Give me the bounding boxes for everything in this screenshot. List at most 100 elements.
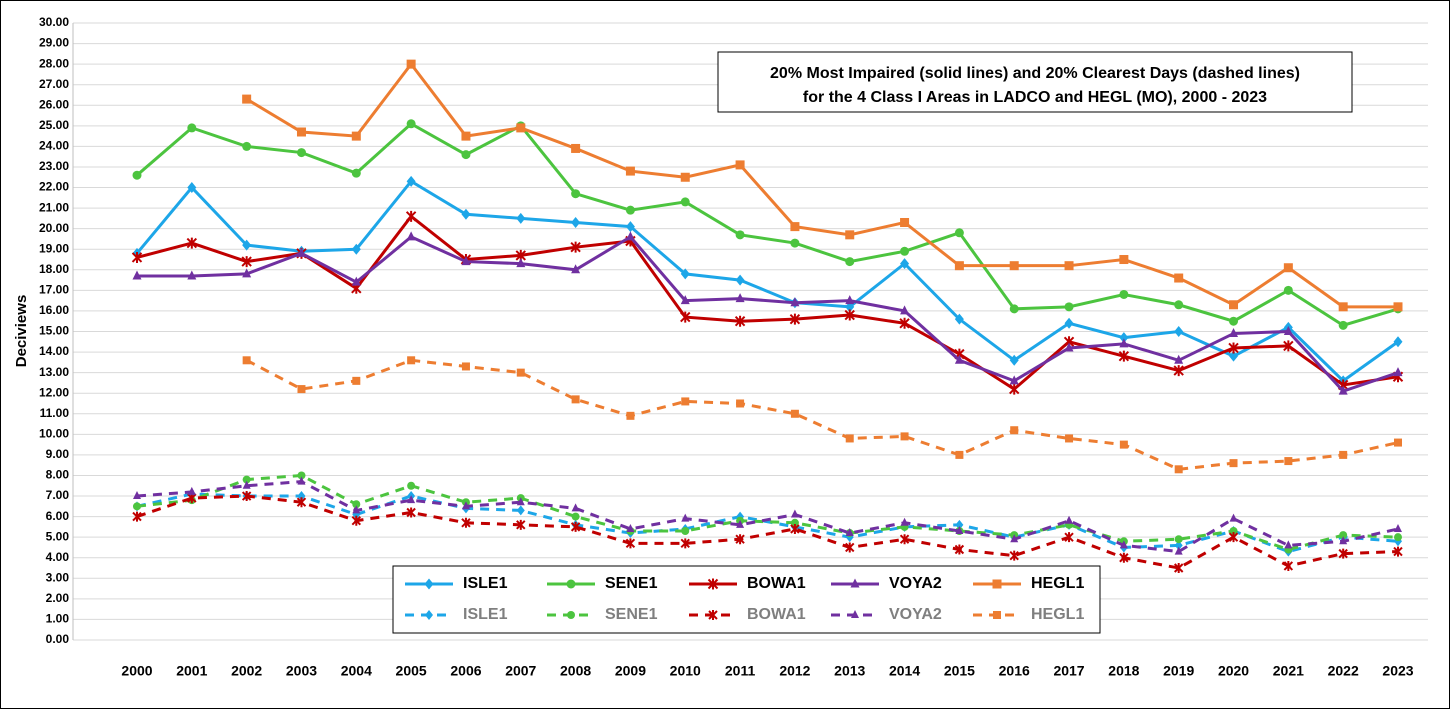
marker (1064, 302, 1074, 312)
marker (992, 579, 1002, 589)
marker (954, 261, 964, 271)
marker (1009, 375, 1019, 385)
marker (351, 131, 361, 141)
marker (626, 411, 635, 420)
y-tick-label: 5.00 (46, 529, 70, 543)
marker (241, 491, 252, 502)
marker (1065, 434, 1074, 443)
marker (566, 579, 576, 589)
marker (187, 123, 197, 133)
marker (133, 502, 141, 511)
marker (845, 528, 854, 537)
marker (1064, 532, 1074, 543)
marker (571, 503, 580, 512)
marker (461, 501, 470, 510)
x-tick-label: 2014 (889, 663, 920, 679)
marker (845, 295, 855, 305)
marker (845, 257, 855, 267)
series-line (136, 473, 1399, 552)
marker (132, 511, 142, 522)
y-tick-label: 25.00 (39, 118, 69, 132)
marker (790, 509, 799, 518)
marker (406, 59, 416, 69)
marker (708, 610, 718, 620)
marker (735, 274, 745, 286)
marker (844, 309, 855, 321)
marker (516, 123, 526, 133)
y-tick-label: 11.00 (40, 406, 70, 420)
series-line (245, 61, 1398, 309)
marker (735, 160, 745, 170)
marker (1283, 285, 1293, 295)
legend-label: VOYA2 (889, 575, 942, 592)
series-line (136, 492, 1399, 554)
marker (900, 258, 910, 270)
marker (351, 168, 361, 178)
marker (1174, 354, 1184, 364)
x-tick-label: 2015 (944, 663, 975, 679)
marker (1173, 365, 1184, 377)
marker (1393, 546, 1403, 557)
marker (1229, 459, 1238, 468)
marker (900, 432, 909, 441)
marker (900, 305, 910, 315)
x-tick-label: 2019 (1163, 663, 1194, 679)
marker (242, 475, 251, 484)
y-tick-label: 14.00 (39, 344, 69, 358)
x-tick-label: 2017 (1053, 663, 1084, 679)
marker (296, 127, 306, 137)
x-tick-label: 2021 (1273, 663, 1304, 679)
y-tick-label: 0.00 (46, 632, 70, 646)
marker (1338, 302, 1348, 312)
y-tick-label: 3.00 (46, 570, 70, 584)
marker (516, 497, 525, 506)
marker (1284, 540, 1293, 549)
marker (680, 197, 690, 207)
marker (352, 500, 361, 509)
marker (242, 268, 252, 278)
marker (242, 480, 251, 489)
marker (707, 578, 719, 590)
marker (681, 513, 690, 522)
marker (1174, 273, 1184, 283)
marker (1393, 367, 1403, 377)
marker (1119, 332, 1129, 344)
x-tick-label: 2004 (341, 663, 372, 679)
marker (516, 519, 526, 530)
marker (571, 512, 580, 521)
marker (1338, 548, 1348, 559)
marker (351, 243, 361, 255)
marker (680, 311, 691, 323)
marker (680, 295, 690, 305)
marker (1173, 563, 1184, 574)
marker (570, 521, 581, 532)
legend-label: ISLE1 (463, 575, 508, 592)
x-tick-label: 2007 (505, 663, 536, 679)
marker (407, 495, 416, 504)
y-tick-label: 20.00 (39, 221, 69, 235)
legend-label: BOWA1 (747, 606, 806, 623)
marker (734, 315, 746, 327)
marker (1174, 535, 1183, 544)
marker (242, 239, 252, 251)
y-tick-label: 1.00 (46, 612, 70, 626)
x-tick-label: 2012 (779, 663, 810, 679)
marker (186, 237, 198, 249)
marker (954, 544, 965, 555)
marker (1394, 523, 1402, 532)
marker (1339, 531, 1348, 540)
legend (392, 565, 1101, 634)
y-tick-label: 7.00 (46, 488, 70, 502)
marker (241, 256, 252, 268)
y-tick-label: 26.00 (39, 97, 69, 111)
marker (516, 505, 525, 516)
marker (625, 221, 635, 233)
marker (790, 297, 800, 307)
marker (899, 534, 910, 545)
x-tick-label: 2023 (1382, 663, 1413, 679)
marker (1283, 326, 1293, 335)
marker (405, 210, 417, 222)
marker (1119, 289, 1129, 299)
marker (625, 166, 635, 176)
series-line (135, 179, 1399, 383)
